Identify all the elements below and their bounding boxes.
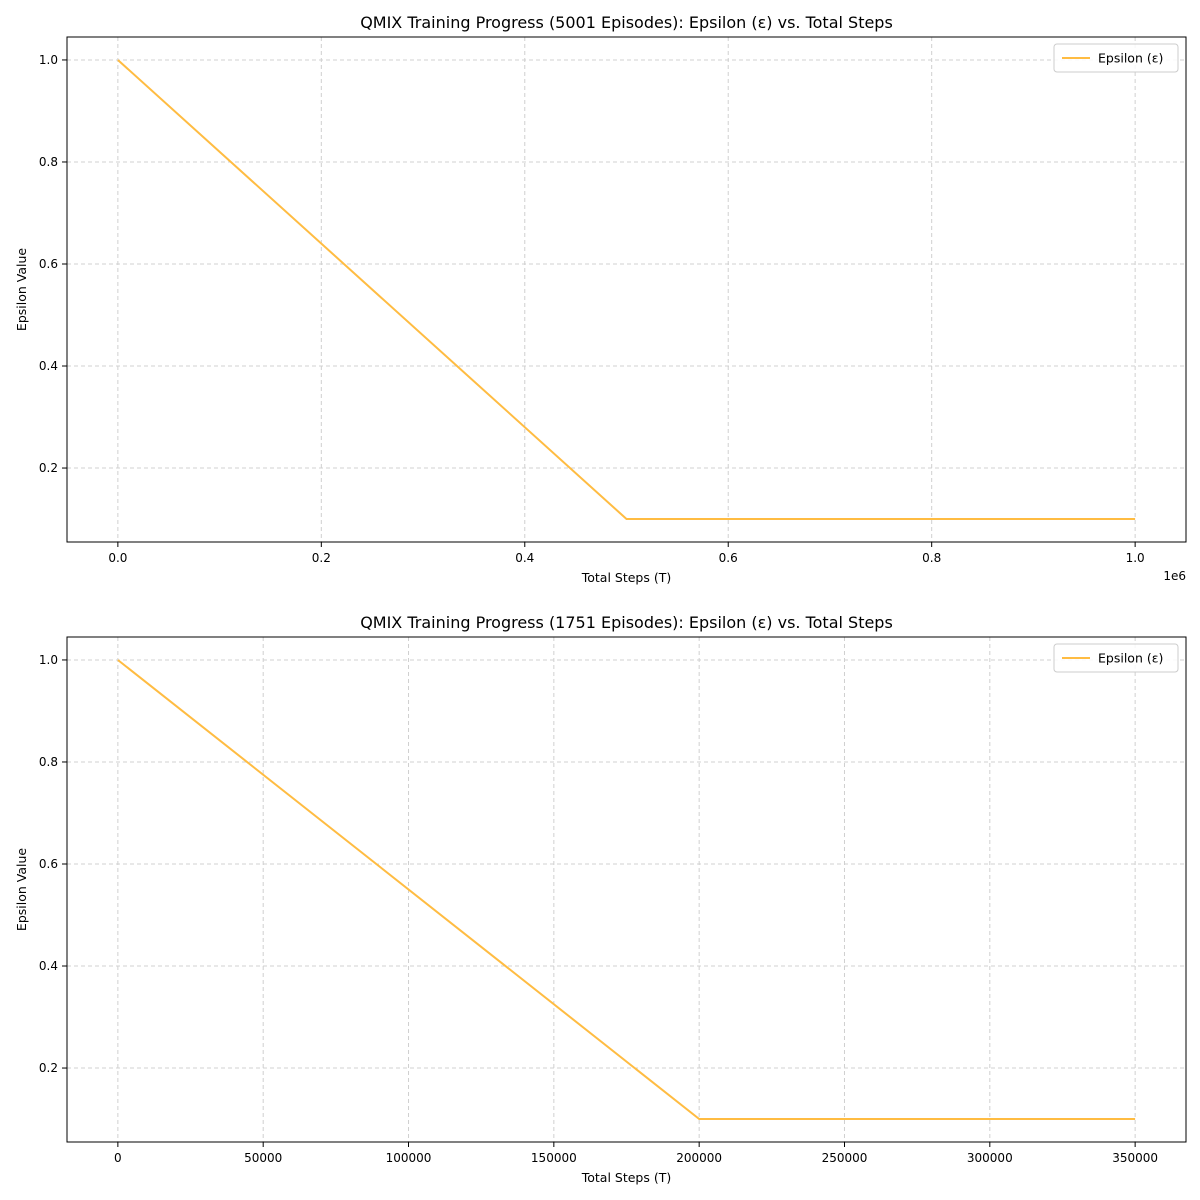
chart-title: QMIX Training Progress (5001 Episodes): … — [360, 13, 893, 32]
y-tick-label: 0.2 — [39, 1061, 58, 1075]
legend-box — [1053, 643, 1179, 673]
y-tick-label: 0.8 — [39, 155, 58, 169]
x-tick-label: 0.4 — [515, 551, 534, 565]
x-tick-label: 350000 — [1112, 1151, 1158, 1165]
y-axis-label: Epsilon Value — [14, 248, 29, 331]
x-tick-label: 150000 — [531, 1151, 577, 1165]
legend-label: Epsilon (ε) — [1098, 51, 1163, 66]
legend-box — [1053, 43, 1179, 73]
x-offset-label: 1e6 — [1163, 569, 1186, 583]
plot-frame — [66, 636, 1187, 1143]
y-tick-label: 0.8 — [39, 755, 58, 769]
y-tick-label: 0.6 — [39, 857, 58, 871]
chart-panel-2: 0 50000 100000 150000 200000 250000 300000 3500… — [14, 613, 1187, 1185]
series-line-epsilon — [117, 659, 1136, 1120]
series-line-epsilon — [117, 59, 1136, 520]
x-tick-label: 50000 — [244, 1151, 282, 1165]
chart-title: QMIX Training Progress (1751 Episodes): … — [360, 613, 893, 632]
x-tick-label: 250000 — [822, 1151, 868, 1165]
x-tick-label: 0.8 — [922, 551, 941, 565]
x-tick-label: 0.6 — [719, 551, 738, 565]
x-tick-label: 0 — [114, 1151, 122, 1165]
legend: Epsilon (ε) — [1053, 643, 1179, 673]
plot-frame — [66, 36, 1187, 543]
x-axis-label: Total Steps (T) — [581, 570, 672, 585]
x-tick-label: 0.2 — [312, 551, 331, 565]
x-tick-label: 0.0 — [108, 551, 127, 565]
legend: Epsilon (ε) — [1053, 43, 1179, 73]
x-axis-label: Total Steps (T) — [581, 1170, 672, 1185]
x-tick-label: 100000 — [386, 1151, 432, 1165]
legend-label: Epsilon (ε) — [1098, 651, 1163, 666]
x-tick-label: 300000 — [967, 1151, 1013, 1165]
y-tick-label: 1.0 — [39, 53, 58, 67]
y-tick-label: 0.4 — [39, 359, 58, 373]
y-tick-label: 1.0 — [39, 653, 58, 667]
x-tick-label: 200000 — [676, 1151, 722, 1165]
y-axis-label: Epsilon Value — [14, 848, 29, 931]
chart-panel-1: 0.0 0.2 0.4 0.6 0.8 1.0 0.2 0.4 0.6 0.8 1.0 1e6 QMIX… — [14, 13, 1187, 585]
y-tick-label: 0.2 — [39, 461, 58, 475]
y-tick-label: 0.6 — [39, 257, 58, 271]
x-tick-label: 1.0 — [1126, 551, 1145, 565]
y-tick-label: 0.4 — [39, 959, 58, 973]
